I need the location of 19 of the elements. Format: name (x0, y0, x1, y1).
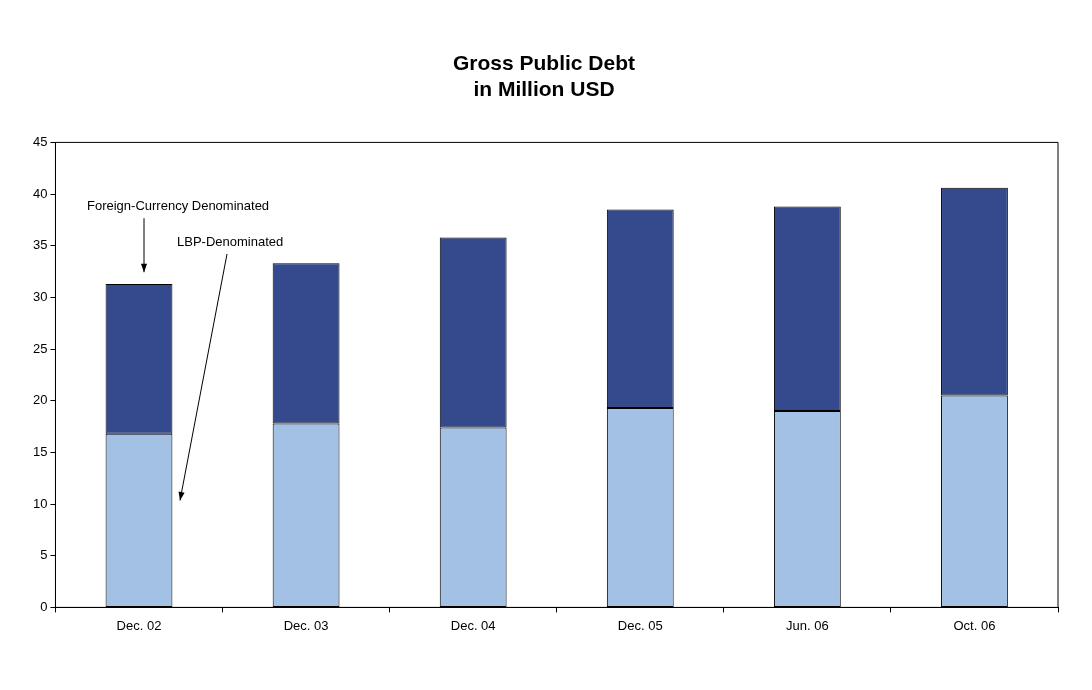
annotation: Foreign-Currency Denominated (87, 198, 270, 214)
y-tick-label: 35 (32, 237, 48, 253)
y-tick-label: 0 (40, 598, 48, 614)
y-tick-label: 45 (32, 133, 48, 149)
y-tick-label: 25 (32, 340, 48, 356)
x-tick-label: Dec. 05 (617, 617, 663, 633)
x-tick-label: Dec. 04 (450, 617, 496, 633)
y-tick-label: 15 (32, 443, 48, 459)
y-tick-label: 5 (40, 547, 48, 563)
x-tick-label: Dec. 02 (116, 617, 162, 633)
chart-title: Gross Public Debt in Million USD (452, 51, 636, 100)
annotation: LBP-Denominated (177, 234, 284, 249)
y-tick-label: 30 (32, 288, 48, 304)
y-tick-label: 20 (32, 392, 48, 408)
y-tick-label: 40 (32, 185, 48, 201)
x-tick-label: Jun. 06 (786, 617, 829, 633)
y-tick-label: 10 (32, 495, 48, 511)
x-tick-label: Dec. 03 (283, 617, 329, 633)
x-tick-label: Oct. 06 (953, 617, 996, 633)
